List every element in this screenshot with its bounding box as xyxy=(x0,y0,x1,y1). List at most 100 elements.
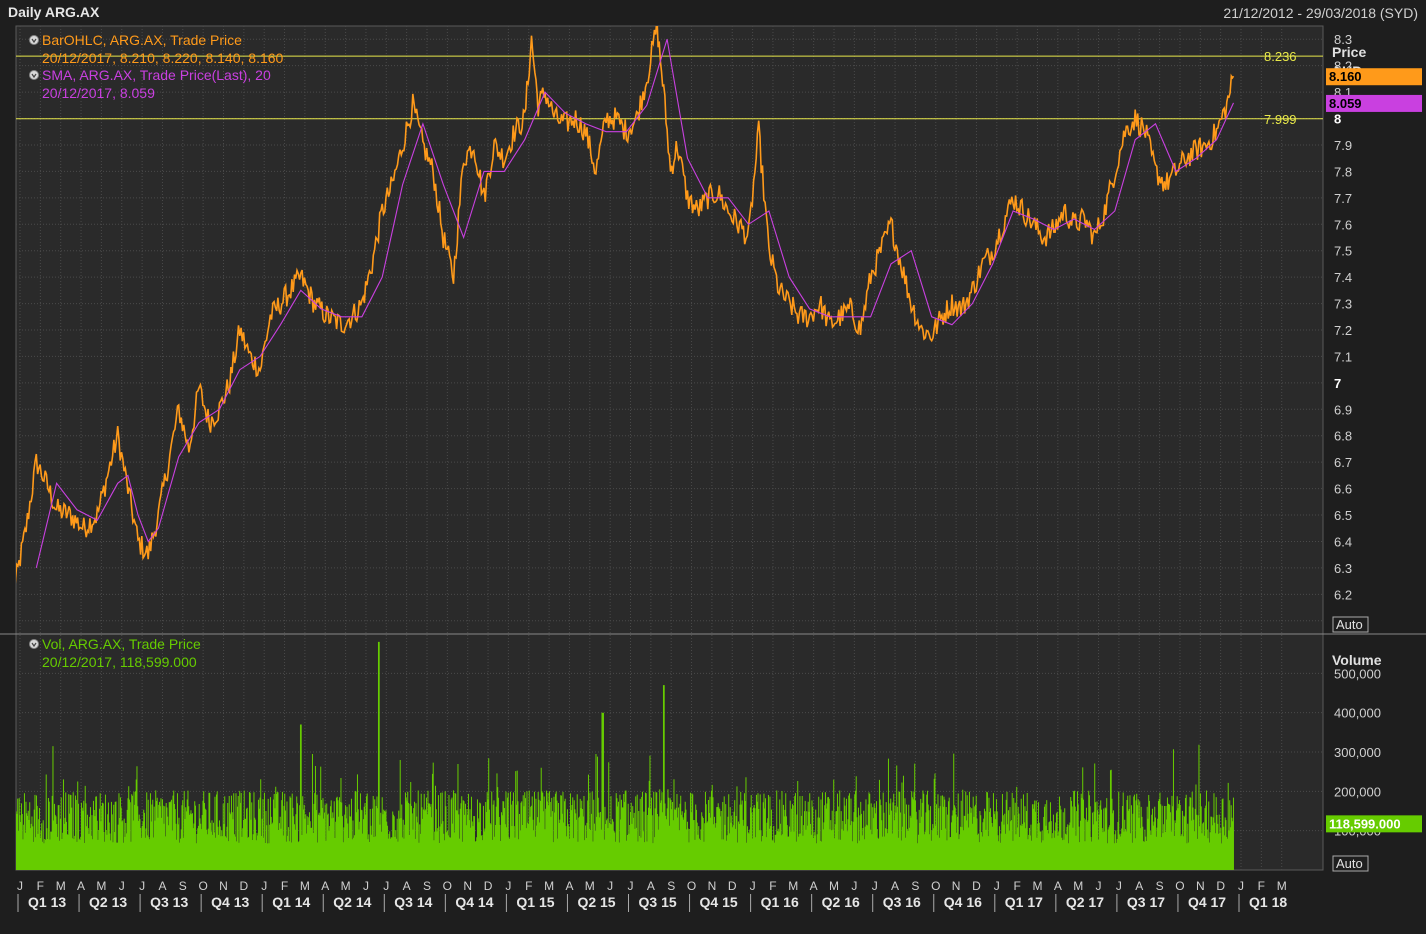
volume-legend-label: Vol, ARG.AX, Trade Price xyxy=(42,636,201,652)
month-label: O xyxy=(931,879,940,893)
month-label: J xyxy=(1116,879,1122,893)
month-label: A xyxy=(77,879,85,893)
month-label: A xyxy=(891,879,899,893)
month-label: O xyxy=(1175,879,1184,893)
price-tick-label: 7.6 xyxy=(1334,217,1352,232)
month-label: O xyxy=(198,879,207,893)
month-label: J xyxy=(1096,879,1102,893)
month-label: N xyxy=(463,879,472,893)
info-bullet-icon[interactable] xyxy=(29,35,39,45)
month-label: M xyxy=(56,879,66,893)
quarter-label: Q4 15 xyxy=(700,894,738,910)
month-label: S xyxy=(911,879,919,893)
price-tick-label: 8.3 xyxy=(1334,32,1352,47)
price-tick-label: 7.5 xyxy=(1334,244,1352,259)
month-label: A xyxy=(647,879,655,893)
quarter-label: Q3 14 xyxy=(394,894,432,910)
month-label: N xyxy=(1196,879,1205,893)
volume-tick-label: 200,000 xyxy=(1334,784,1381,799)
volume-auto-label: Auto xyxy=(1336,856,1363,871)
month-label: J xyxy=(851,879,857,893)
month-label: J xyxy=(628,879,634,893)
month-label: D xyxy=(240,879,249,893)
quarter-label: Q3 17 xyxy=(1127,894,1165,910)
month-label: M xyxy=(300,879,310,893)
month-label: F xyxy=(1013,879,1020,893)
month-label: J xyxy=(994,879,1000,893)
month-label: S xyxy=(179,879,187,893)
volume-bars[interactable] xyxy=(13,641,1234,870)
chevron-down-icon xyxy=(31,73,37,79)
month-label: M xyxy=(96,879,106,893)
quarter-label: Q3 16 xyxy=(883,894,921,910)
quarter-label: Q2 13 xyxy=(89,894,127,910)
month-label: J xyxy=(139,879,145,893)
month-label: M xyxy=(585,879,595,893)
month-label: J xyxy=(261,879,267,893)
month-label: J xyxy=(363,879,369,893)
price-tick-label: 6.3 xyxy=(1334,561,1352,576)
month-label: F xyxy=(281,879,288,893)
month-label: A xyxy=(565,879,573,893)
month-label: M xyxy=(544,879,554,893)
price-tick-label: 7.1 xyxy=(1334,349,1352,364)
sma-series-line[interactable] xyxy=(35,39,1234,569)
price-axis-title: Price xyxy=(1332,44,1366,60)
price-tick-label: 6.5 xyxy=(1334,508,1352,523)
month-label: N xyxy=(708,879,717,893)
volume-auto-button[interactable] xyxy=(1332,855,1369,872)
quarter-label: Q2 15 xyxy=(577,894,615,910)
month-label: J xyxy=(383,879,389,893)
month-label: J xyxy=(1238,879,1244,893)
volume-tick-label: 400,000 xyxy=(1334,706,1381,721)
info-bullet-icon[interactable] xyxy=(29,639,39,649)
quarter-label: Q1 16 xyxy=(761,894,799,910)
price-tick-label: 7.7 xyxy=(1334,191,1352,206)
price-tick-label: 7 xyxy=(1334,376,1341,391)
price-tick-label: 6.7 xyxy=(1334,455,1352,470)
window-title: Daily ARG.AX xyxy=(8,4,100,20)
chevron-down-icon xyxy=(31,38,37,44)
sma-legend-value: 20/12/2017, 8.059 xyxy=(42,85,155,101)
month-label: M xyxy=(829,879,839,893)
price-tick-label: 7.4 xyxy=(1334,270,1352,285)
last-volume-tag-bg xyxy=(1326,815,1422,833)
month-label: A xyxy=(810,879,818,893)
month-label: J xyxy=(872,879,878,893)
month-label: M xyxy=(1073,879,1083,893)
month-label: D xyxy=(1216,879,1225,893)
month-label: J xyxy=(750,879,756,893)
info-bullet-icon[interactable] xyxy=(29,70,39,80)
price-tick-label: 6.2 xyxy=(1334,587,1352,602)
month-label: F xyxy=(525,879,532,893)
quarter-label: Q3 15 xyxy=(639,894,677,910)
month-label: D xyxy=(728,879,737,893)
month-label: F xyxy=(1258,879,1265,893)
quarter-label: Q2 16 xyxy=(822,894,860,910)
month-label: O xyxy=(687,879,696,893)
level-label: 7.999 xyxy=(1264,112,1297,127)
quarter-label: Q1 18 xyxy=(1249,894,1287,910)
month-label: A xyxy=(403,879,411,893)
quarter-label: Q1 17 xyxy=(1005,894,1043,910)
month-label: F xyxy=(769,879,776,893)
price-tick-label: 7.2 xyxy=(1334,323,1352,338)
volume-axis-title: Volume xyxy=(1332,652,1382,668)
quarter-label: Q4 16 xyxy=(944,894,982,910)
quarter-label: Q1 14 xyxy=(272,894,310,910)
month-label: J xyxy=(607,879,613,893)
sma-legend-label: SMA, ARG.AX, Trade Price(Last), 20 xyxy=(42,67,271,83)
month-label: D xyxy=(484,879,493,893)
price-tick-label: 7.3 xyxy=(1334,297,1352,312)
ohlc-legend-value: 20/12/2017, 8.210, 8.220, 8.140, 8.160 xyxy=(42,50,284,66)
month-label: N xyxy=(952,879,961,893)
price-auto-button[interactable] xyxy=(1332,616,1369,633)
quarter-label: Q4 13 xyxy=(211,894,249,910)
month-label: S xyxy=(667,879,675,893)
price-tick-label: 8 xyxy=(1334,112,1341,127)
price-auto-label: Auto xyxy=(1336,617,1363,632)
month-label: A xyxy=(1054,879,1062,893)
level-label: 8.236 xyxy=(1264,49,1297,64)
month-label: J xyxy=(119,879,125,893)
